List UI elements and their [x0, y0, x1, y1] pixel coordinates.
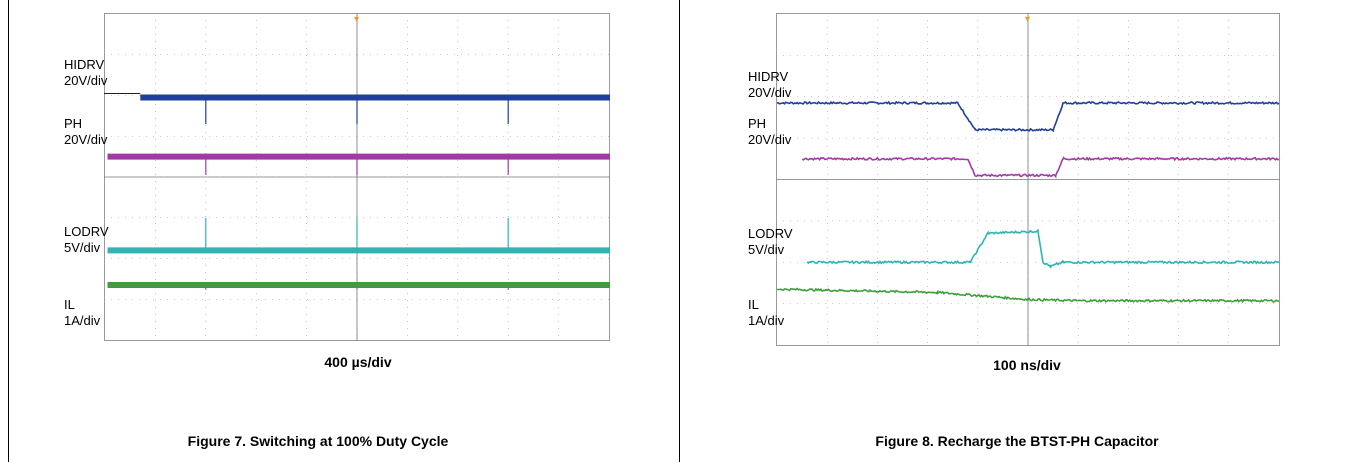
channel-name: HIDRV [64, 57, 105, 72]
left-border [8, 0, 9, 462]
trigger-marker: ▾ [1025, 14, 1030, 25]
channel-label-lodrv: LODRV 5V/div [748, 226, 793, 258]
channel-name: PH [64, 116, 83, 131]
channel-label-il: IL 1A/div [64, 297, 100, 329]
channel-name: IL [64, 297, 75, 312]
channel-name: LODRV [748, 226, 793, 241]
scope-figure-8: ▾ [776, 13, 1280, 346]
trace-hidrv [776, 100, 1280, 133]
trace-ph [801, 155, 1280, 179]
channel-scale: 5V/div [748, 242, 785, 257]
figure-8-panel: ▾ HIDRV 20V/div PH 20V/div LODRV 5V/div … [679, 0, 1351, 462]
channel-name: HIDRV [748, 69, 789, 84]
figure-caption: Figure 7. Switching at 100% Duty Cycle [187, 433, 449, 449]
figure-caption: Figure 8. Recharge the BTST-PH Capacitor [875, 433, 1159, 449]
scope-figure-7: ▾ [104, 13, 610, 341]
channel-name: PH [748, 116, 767, 131]
channel-scale: 20V/div [64, 73, 108, 88]
channel-label-hidrv: HIDRV 20V/div [64, 57, 107, 89]
figure-7-panel: ▾ HIDRV 20V/div PH 20V/div LODRV 5V/div … [64, 13, 610, 449]
channel-scale: 1A/div [748, 313, 785, 328]
channel-scale: 1A/div [64, 313, 101, 328]
center-divider [679, 0, 680, 462]
trace-il [777, 287, 1280, 304]
trigger-marker: ▾ [354, 14, 359, 25]
channel-scale: 5V/div [64, 240, 101, 255]
channel-scale: 20V/div [748, 85, 792, 100]
channel-label-ph: PH 20V/div [64, 116, 107, 148]
timebase-label: 100 ns/div [993, 357, 1061, 373]
channel-name: IL [748, 297, 759, 312]
channel-label-ph: PH 20V/div [748, 116, 791, 148]
channel-label-hidrv: HIDRV 20V/div [748, 69, 791, 101]
trace-lodrv [806, 228, 1280, 269]
timebase-label: 400 µs/div [324, 354, 392, 370]
channel-scale: 20V/div [64, 132, 108, 147]
channel-name: LODRV [64, 224, 109, 239]
channel-label-lodrv: LODRV 5V/div [64, 224, 109, 256]
channel-label-il: IL 1A/div [748, 297, 784, 329]
channel-scale: 20V/div [748, 132, 792, 147]
